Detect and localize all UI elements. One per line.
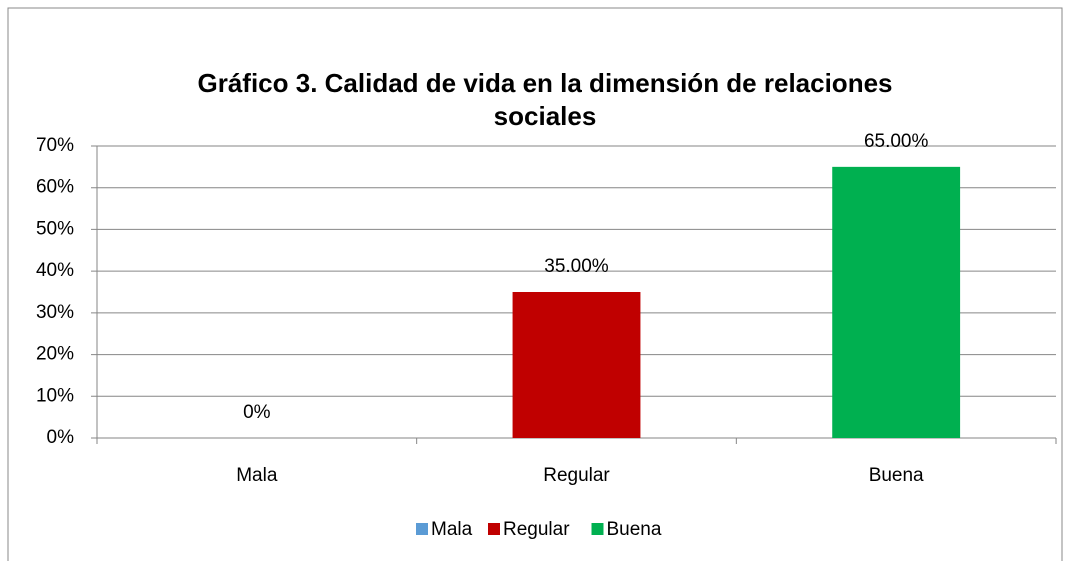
data-label: 35.00%	[544, 256, 609, 277]
legend-label: Buena	[607, 519, 662, 540]
y-tick-label: 0%	[47, 427, 75, 448]
y-tick-label: 20%	[36, 344, 74, 365]
legend-swatch	[591, 523, 604, 535]
y-tick-label: 40%	[36, 260, 74, 281]
x-tick-label: Mala	[236, 465, 278, 486]
bar	[512, 292, 641, 438]
legend-label: Regular	[503, 519, 570, 540]
x-tick-label: Regular	[543, 465, 610, 486]
y-tick-label: 60%	[36, 177, 74, 198]
legend-label: Mala	[431, 519, 473, 540]
bar	[832, 166, 961, 438]
y-tick-label: 50%	[36, 218, 74, 239]
y-tick-label: 70%	[36, 135, 74, 156]
y-tick-label: 30%	[36, 302, 74, 323]
legend-swatch	[488, 523, 500, 535]
legend-swatch	[416, 523, 428, 535]
data-label: 65.00%	[864, 131, 929, 152]
chart-subtitle: sociales	[494, 101, 597, 131]
chart-title: Gráfico 3. Calidad de vida en la dimensi…	[197, 68, 892, 98]
y-tick-label: 10%	[36, 385, 74, 406]
data-label: 0%	[243, 402, 271, 423]
x-tick-label: Buena	[869, 465, 924, 486]
